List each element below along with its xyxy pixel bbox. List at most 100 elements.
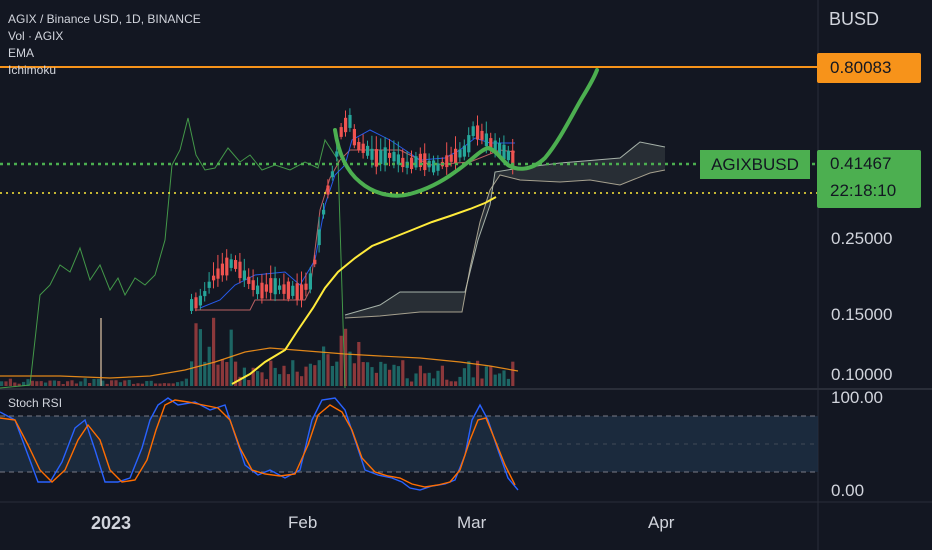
ichimoku-span-b xyxy=(344,169,666,319)
volume-bar xyxy=(13,382,17,386)
candle-body xyxy=(251,280,255,290)
last-price-box[interactable]: 0.41467 22:18:10 xyxy=(817,150,921,208)
candle-body xyxy=(396,154,400,165)
candle-body xyxy=(282,284,286,294)
volume-bar xyxy=(105,383,109,386)
volume-bar xyxy=(158,383,162,386)
target-price-label[interactable]: 0.80083 xyxy=(817,53,921,83)
volume-bar xyxy=(48,380,52,386)
volume-bar xyxy=(140,383,144,386)
volume-bar xyxy=(149,380,153,386)
volume-bar xyxy=(317,360,321,386)
rsi-tick: 100.00 xyxy=(831,388,883,407)
volume-bar xyxy=(96,378,100,386)
volume-bar xyxy=(414,373,418,386)
candle-body xyxy=(229,259,233,268)
last-price-value: 0.41467 xyxy=(830,154,892,173)
candle-body xyxy=(348,114,352,128)
volume-bar xyxy=(476,360,480,386)
volume-bar xyxy=(44,382,48,386)
symbol-price-badge[interactable]: AGIXBUSD xyxy=(700,150,810,179)
stoch-rsi-title[interactable]: Stoch RSI xyxy=(8,396,63,410)
volume-bar xyxy=(352,363,356,386)
ichimoku-cloud xyxy=(345,142,665,318)
volume-bar xyxy=(467,361,471,386)
candle-body xyxy=(432,160,436,173)
volume-bar xyxy=(180,381,184,386)
indicator-ema[interactable]: EMA xyxy=(8,46,35,60)
candle-body xyxy=(423,153,427,171)
cup-and-handle-drawing[interactable] xyxy=(333,68,599,198)
volume-bar xyxy=(335,361,339,386)
candle-body xyxy=(489,138,493,151)
candle-body xyxy=(454,148,458,163)
candle-body xyxy=(449,154,453,162)
volume-bar xyxy=(454,381,458,386)
candle-body xyxy=(388,152,392,158)
volume-bar xyxy=(401,360,405,386)
candle-body xyxy=(242,270,246,281)
volume-bar xyxy=(162,383,166,386)
countdown-timer: 22:18:10 xyxy=(830,181,897,200)
volume-bar xyxy=(184,378,188,386)
volume-bar xyxy=(313,365,317,386)
candle-body xyxy=(361,143,365,153)
volume-bar xyxy=(207,346,211,386)
volume-bar xyxy=(282,365,286,386)
candle-body xyxy=(313,259,317,265)
volume-bar xyxy=(238,376,242,386)
candle-body xyxy=(300,284,304,300)
candle-body xyxy=(260,282,264,299)
candle-body xyxy=(322,209,326,215)
candle-body xyxy=(225,257,229,276)
volume-bar xyxy=(171,383,175,386)
symbol-title: AGIX / Binance USD, 1D, BINANCE xyxy=(8,12,201,26)
candle-body xyxy=(484,133,488,147)
volume-bar xyxy=(273,367,277,386)
volume-bar xyxy=(0,381,4,386)
volume-bar xyxy=(418,365,422,386)
volume-bar xyxy=(114,380,118,386)
candle-body xyxy=(194,297,198,309)
volume-bar xyxy=(79,381,83,386)
volume-bar xyxy=(216,364,220,386)
candle-body xyxy=(273,278,277,295)
ichimoku-base-line xyxy=(195,149,516,311)
volume-bar xyxy=(480,378,484,386)
candle-body xyxy=(383,147,387,166)
candle-body xyxy=(339,127,343,137)
candle-body xyxy=(317,229,321,246)
candle-body xyxy=(278,285,282,290)
volume-bar xyxy=(190,361,194,386)
volume-bar xyxy=(410,381,414,386)
candle-body xyxy=(256,285,260,295)
candle-body xyxy=(414,156,418,168)
candle-body xyxy=(238,261,242,279)
volume-bar xyxy=(278,374,282,386)
volume-bar xyxy=(52,380,56,386)
volume-bar xyxy=(247,380,251,386)
indicator-ichimoku[interactable]: Ichimoku xyxy=(8,63,57,77)
volume-ma-line xyxy=(0,347,519,379)
volume-bar xyxy=(388,369,392,386)
candle-body xyxy=(269,278,273,293)
volume-bar xyxy=(66,381,70,386)
candle-body xyxy=(357,141,361,151)
volume-bar xyxy=(489,366,493,386)
volume-bar xyxy=(405,378,409,386)
indicator-volume[interactable]: Vol · AGIX xyxy=(8,29,64,43)
volume-bar xyxy=(462,368,466,386)
volume-bar xyxy=(61,383,65,386)
volume-bar xyxy=(26,379,30,386)
candle-body xyxy=(418,153,422,168)
volume-bar xyxy=(234,361,238,386)
volume-bar xyxy=(118,382,122,386)
volume-bar xyxy=(39,381,43,386)
volume-bar xyxy=(339,335,343,386)
volume-bar xyxy=(498,373,502,386)
candle-body xyxy=(366,145,370,156)
ichimoku-lagging-line xyxy=(0,117,346,389)
candle-body xyxy=(471,126,475,137)
volume-bars xyxy=(0,317,515,386)
